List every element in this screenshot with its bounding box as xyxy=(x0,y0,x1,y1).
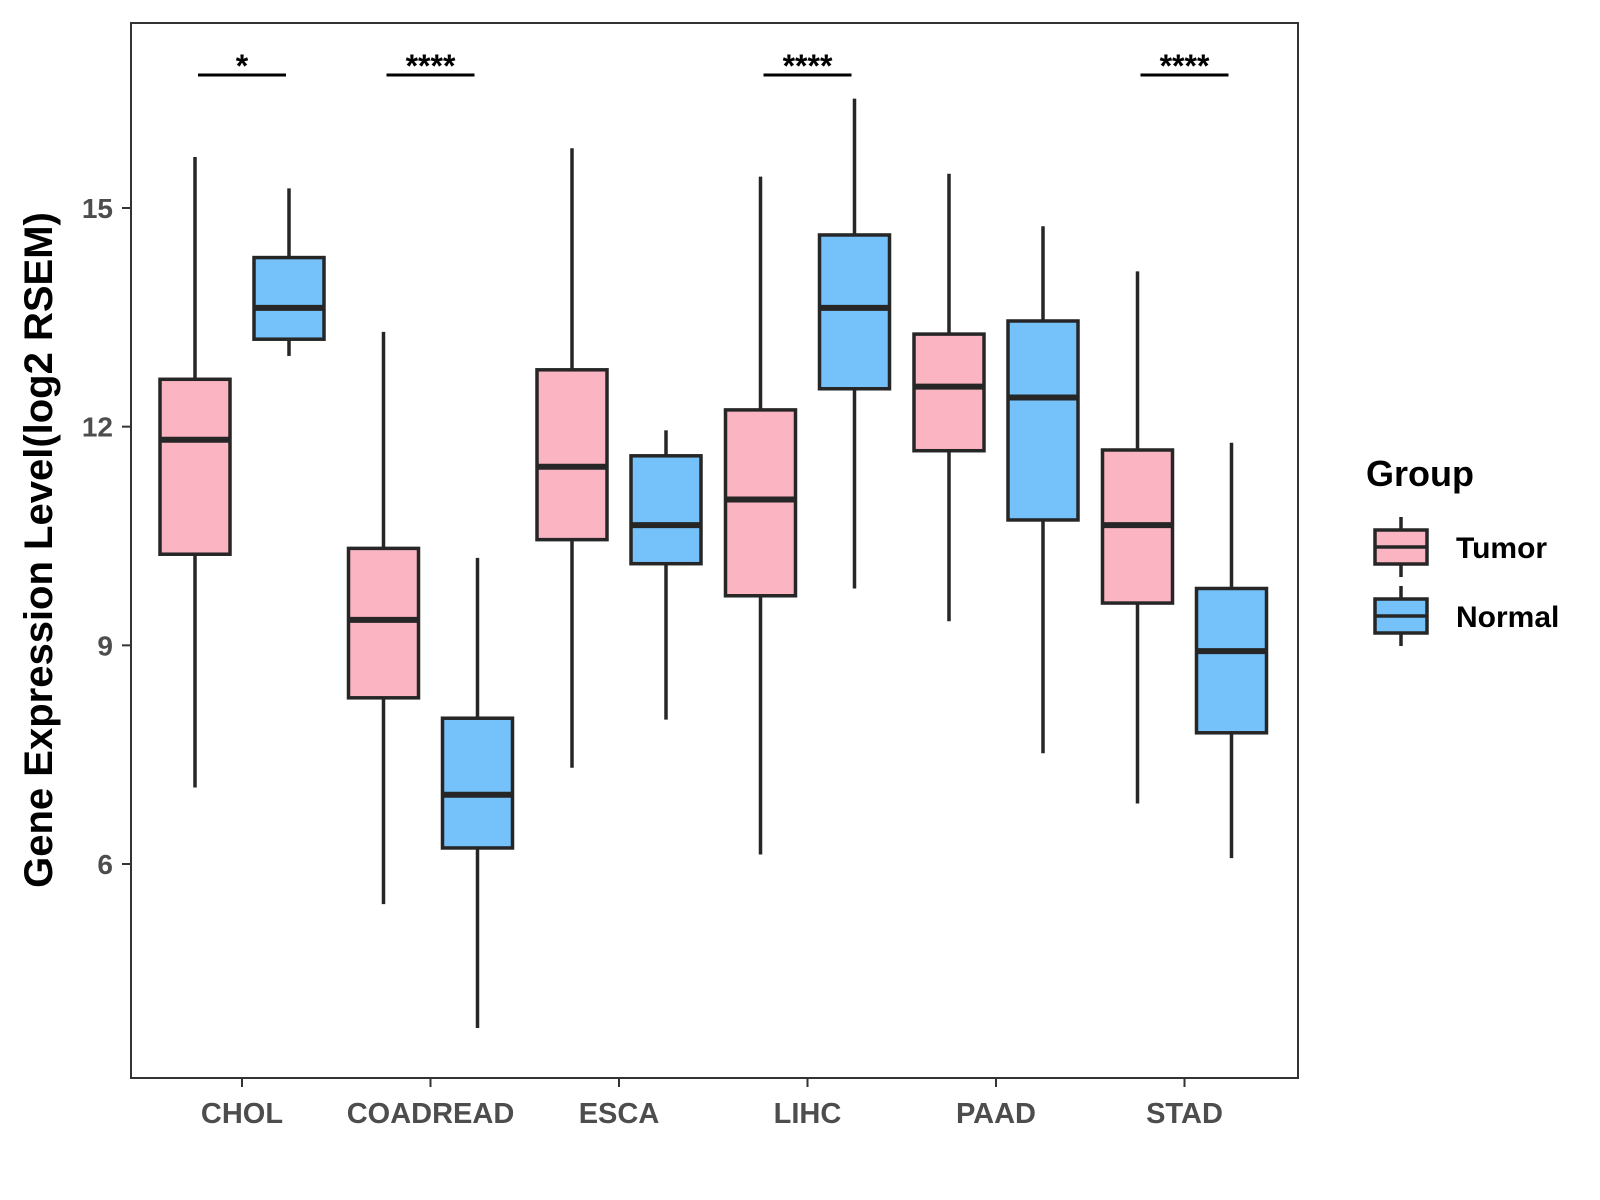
box-tumor-paad xyxy=(912,173,986,622)
legend-entry-normal: Normal xyxy=(1373,586,1559,646)
box-body xyxy=(440,716,515,850)
box-body xyxy=(252,255,326,341)
legend: Group Tumor Normal xyxy=(1366,453,1559,646)
boxes-layer xyxy=(158,98,1269,1028)
significance-layer: * **** **** **** xyxy=(198,48,1229,84)
box-normal-paad xyxy=(1006,226,1080,754)
y-tick-label: 6 xyxy=(97,849,113,880)
y-tick-label: 15 xyxy=(82,193,113,224)
significance-label: **** xyxy=(406,48,456,84)
legend-title: Group xyxy=(1366,453,1474,494)
box-tumor-stad xyxy=(1100,271,1175,804)
y-axis-title: Gene Expression Level(log2 RSEM) xyxy=(17,212,61,888)
x-tick-label-esca: ESCA xyxy=(579,1098,660,1130)
box-body xyxy=(1194,586,1269,735)
box-normal-lihc xyxy=(817,98,892,589)
significance-label: **** xyxy=(1160,48,1210,84)
x-tick-label-stad: STAD xyxy=(1146,1098,1223,1130)
x-tick-label-paad: PAAD xyxy=(956,1098,1036,1130)
y-tick-label: 12 xyxy=(82,412,113,443)
box-body xyxy=(817,233,892,391)
box-body xyxy=(723,408,798,598)
box-normal-stad xyxy=(1194,442,1269,859)
x-tick-label-lihc: LIHC xyxy=(774,1098,842,1130)
x-tick-label-coadread: COADREAD xyxy=(347,1098,515,1130)
box-normal-coadread xyxy=(440,557,515,1028)
y-tick-label: 9 xyxy=(97,630,113,661)
box-normal-esca xyxy=(629,430,703,720)
box-body xyxy=(535,368,609,542)
box-body xyxy=(912,332,986,453)
x-tick-label-chol: CHOL xyxy=(201,1098,283,1130)
legend-entries: Tumor Normal xyxy=(1373,517,1559,646)
box-tumor-esca xyxy=(535,148,609,768)
y-axis: 6 9 12 15 xyxy=(82,193,131,880)
box-body xyxy=(1006,319,1080,522)
box-body xyxy=(346,546,421,700)
box-body xyxy=(629,454,703,566)
x-axis: CHOL COADREAD ESCA LIHC PAAD STAD xyxy=(201,1078,1223,1130)
box-tumor-chol xyxy=(158,156,232,788)
legend-entry-tumor: Tumor xyxy=(1373,517,1547,577)
box-normal-chol xyxy=(252,188,326,356)
box-body xyxy=(158,377,232,556)
box-tumor-lihc xyxy=(723,176,798,855)
legend-label: Tumor xyxy=(1456,532,1547,565)
significance-label: * xyxy=(236,48,249,84)
box-tumor-coadread xyxy=(346,331,421,905)
significance-label: **** xyxy=(783,48,833,84)
legend-label: Normal xyxy=(1456,601,1559,634)
